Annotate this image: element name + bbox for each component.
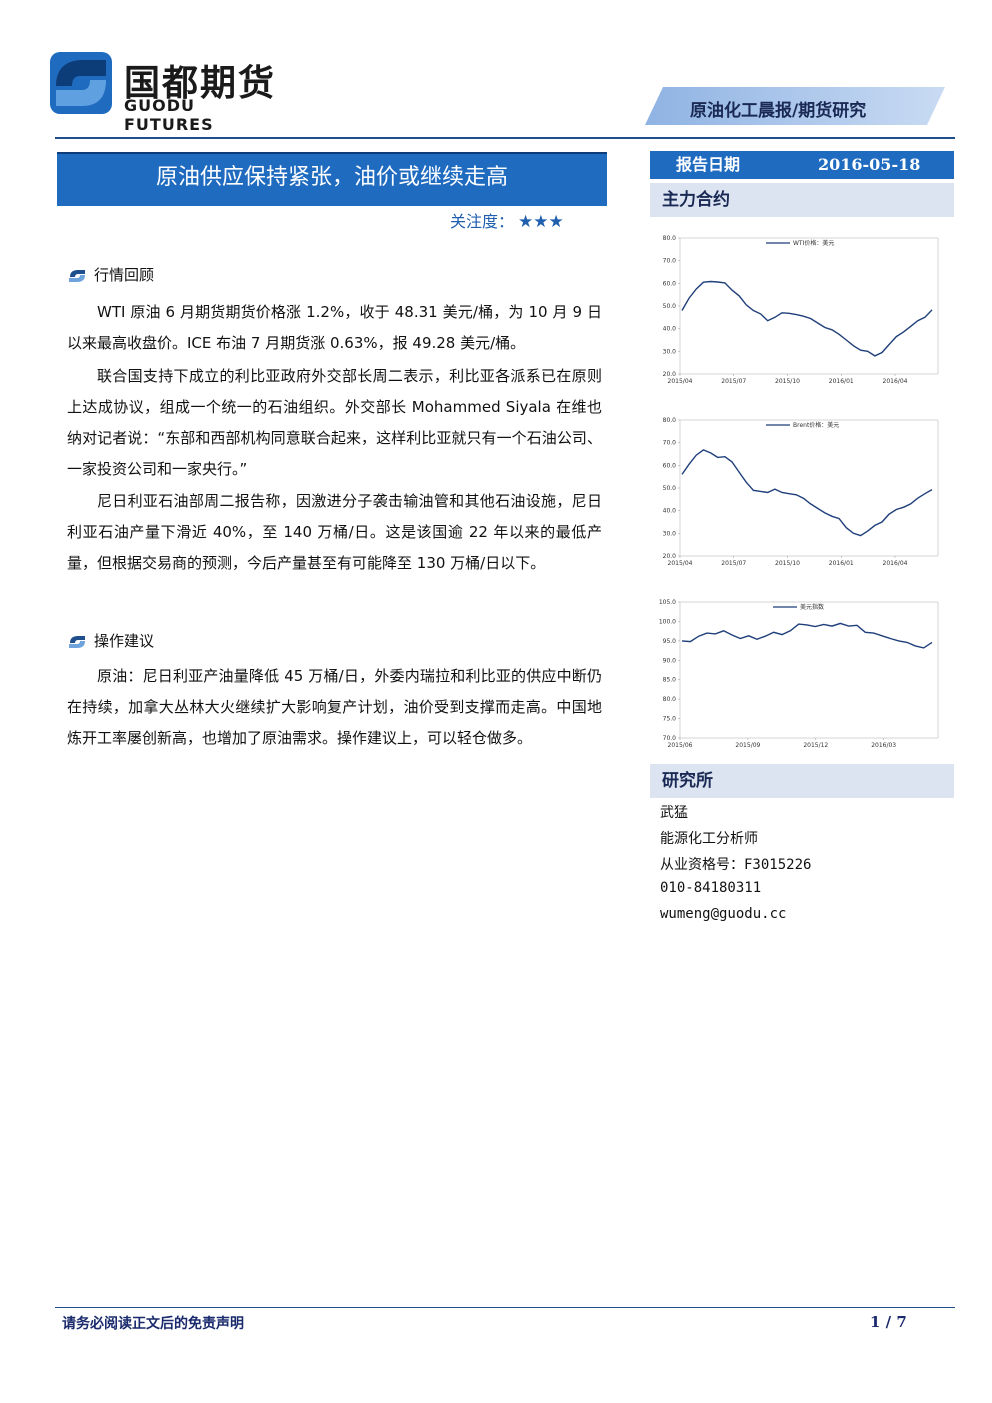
company-logo: 国都期货 GUODU FUTURES xyxy=(50,52,290,134)
page-title: 原油供应保持紧张，油价或继续走高 xyxy=(155,165,508,190)
x-tick-label: 2015/06 xyxy=(668,742,693,749)
usd-index-chart: 70.0 75.0 80.0 85.0 90.0 95.0 100.0 105.0 2015/0… xyxy=(648,592,948,754)
section-title: 行情回顾 xyxy=(94,266,155,284)
y-tick-label: 95.0 xyxy=(663,638,677,645)
report-date-value: 2016-05-18 xyxy=(818,155,921,174)
footer-divider xyxy=(55,1307,955,1308)
y-tick-label: 20.0 xyxy=(663,553,677,560)
paragraph: 尼日利亚石油部周二报告称，因激进分子袭击输油管和其他石油设施，尼日利亚石油产量下… xyxy=(67,492,602,572)
star-icon: ★ xyxy=(533,212,549,232)
analyst-email[interactable]: wumeng@guodu.cc xyxy=(660,906,787,922)
y-tick-label: 70.0 xyxy=(663,440,677,447)
x-tick-label: 2015/07 xyxy=(721,378,746,385)
y-tick-label: 100.0 xyxy=(659,618,676,625)
report-type-banner xyxy=(645,87,945,125)
x-tick-label: 2016/04 xyxy=(883,560,908,567)
y-tick-label: 70.0 xyxy=(663,258,677,265)
star-icon: ★ xyxy=(518,212,534,232)
y-tick-label: 85.0 xyxy=(663,677,677,684)
focus-rating: 关注度： ★★★ xyxy=(450,208,564,232)
y-tick-label: 80.0 xyxy=(663,235,677,242)
x-tick-label: 2015/04 xyxy=(668,560,693,567)
brent-chart: 20.0 30.0 40.0 50.0 60.0 70.0 80.0 2015/04 2015/… xyxy=(648,410,948,572)
y-tick-label: 30.0 xyxy=(663,348,677,355)
wti-chart: 20.0 30.0 40.0 50.0 60.0 70.0 80.0 2015/04 2015/… xyxy=(648,228,948,390)
x-tick-label: 2015/10 xyxy=(775,378,800,385)
y-tick-label: 40.0 xyxy=(663,508,677,515)
section-heading-advice: 操作建议 xyxy=(68,630,154,651)
paragraph: 联合国支持下成立的利比亚政府外交部长周二表示，利比亚各派系已在原则上达成协议，组… xyxy=(67,367,602,478)
legend-label: WTI价格：美元 xyxy=(793,239,834,247)
title-bar xyxy=(57,152,607,206)
y-tick-label: 80.0 xyxy=(663,696,677,703)
y-tick-label: 60.0 xyxy=(663,280,677,287)
analyst-role: 能源化工分析师 xyxy=(660,831,758,847)
focus-stars: ★★★ xyxy=(518,212,564,232)
star-icon: ★ xyxy=(548,212,564,232)
x-tick-label: 2015/07 xyxy=(721,560,746,567)
y-tick-label: 30.0 xyxy=(663,530,677,537)
series-line xyxy=(681,280,933,357)
paragraph: 原油：尼日利亚产油量降低 45 万桶/日，外委内瑞拉和利比亚的供应中断仍在持续，… xyxy=(67,667,602,747)
legend-label: Brent价格：美元 xyxy=(793,421,839,429)
logo-chinese-text: 国都期货 xyxy=(124,63,277,104)
x-tick-label: 2016/01 xyxy=(829,560,854,567)
x-tick-label: 2015/10 xyxy=(775,560,800,567)
y-tick-label: 90.0 xyxy=(663,657,677,664)
y-tick-label: 50.0 xyxy=(663,303,677,310)
analyst-license: 从业资格号：F3015226 xyxy=(660,857,812,873)
page-number: 1 / 7 xyxy=(870,1313,907,1331)
x-tick-label: 2015/09 xyxy=(735,742,760,749)
section-heading-review: 行情回顾 xyxy=(68,264,154,285)
x-tick-label: 2016/01 xyxy=(829,378,854,385)
report-date-bar: 报告日期 2016-05-18 xyxy=(650,151,954,179)
logo-mark-icon xyxy=(50,52,112,114)
legend-label: 美元指数 xyxy=(800,603,824,611)
section-bullet-icon xyxy=(69,635,85,648)
report-type: 原油化工晨报/期货研究 xyxy=(690,101,867,121)
contracts-heading: 主力合约 xyxy=(650,183,954,217)
y-tick-label: 80.0 xyxy=(663,417,677,424)
analyst-name: 武猛 xyxy=(660,805,688,821)
x-tick-label: 2016/04 xyxy=(883,378,908,385)
y-tick-label: 105.0 xyxy=(659,599,676,606)
focus-label: 关注度： xyxy=(450,212,515,231)
paragraph: WTI 原油 6 月期货期货价格涨 1.2%，收于 48.31 美元/桶，为 1… xyxy=(67,303,602,352)
y-tick-label: 20.0 xyxy=(663,371,677,378)
x-tick-label: 2015/04 xyxy=(668,378,693,385)
section-bullet-icon xyxy=(69,269,85,282)
y-tick-label: 75.0 xyxy=(663,716,677,723)
plot-area xyxy=(679,237,939,375)
disclaimer-link[interactable]: 请务必阅读正文后的免责声明 xyxy=(62,1316,244,1332)
x-tick-label: 2016/03 xyxy=(871,742,896,749)
plot-area xyxy=(679,601,939,739)
analyst-phone: 010-84180311 xyxy=(660,880,762,896)
logo-english-text: GUODU FUTURES xyxy=(124,96,214,134)
series-line xyxy=(681,622,933,649)
section-title: 操作建议 xyxy=(94,632,155,650)
series-line xyxy=(681,449,933,537)
y-tick-label: 60.0 xyxy=(663,462,677,469)
y-tick-label: 70.0 xyxy=(663,735,677,742)
plot-area xyxy=(679,419,939,557)
y-tick-label: 40.0 xyxy=(663,326,677,333)
header-divider xyxy=(55,137,955,139)
report-date-label: 报告日期 xyxy=(676,155,741,174)
y-tick-label: 50.0 xyxy=(663,485,677,492)
x-tick-label: 2015/12 xyxy=(803,742,828,749)
research-heading: 研究所 xyxy=(650,764,954,798)
